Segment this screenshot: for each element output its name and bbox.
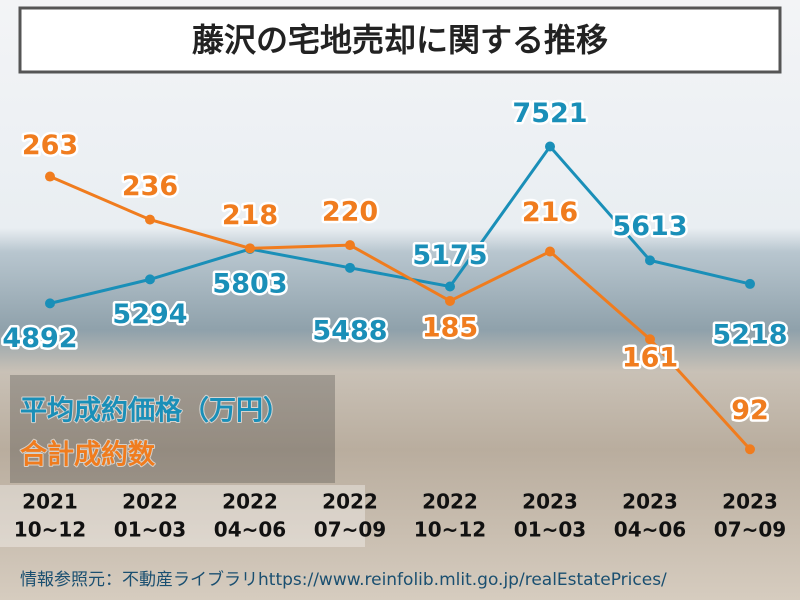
data-label: 236 bbox=[122, 171, 178, 202]
series-line bbox=[49, 175, 752, 451]
data-label: 4892 bbox=[2, 323, 77, 354]
data-label: 5218 bbox=[712, 319, 787, 350]
x-tick-label: 04~06 bbox=[614, 518, 686, 542]
x-tick-label: 2022 bbox=[422, 490, 478, 514]
x-tick-label: 2023 bbox=[522, 490, 578, 514]
data-label: 263 bbox=[22, 130, 78, 161]
legend-label: 平均成約価格（万円） bbox=[20, 395, 290, 427]
source-note: 情報参照元：不動産ライブラリhttps://www.reinfolib.mlit… bbox=[20, 569, 667, 590]
title-banner bbox=[18, 6, 782, 74]
x-tick-label: 2022 bbox=[222, 490, 278, 514]
point bbox=[45, 171, 55, 182]
data-label: 185 bbox=[422, 312, 478, 343]
x-tick-label: 2023 bbox=[722, 490, 778, 514]
data-label: 161 bbox=[622, 343, 678, 374]
point bbox=[45, 298, 55, 309]
point bbox=[145, 274, 155, 285]
data-label: 216 bbox=[522, 197, 578, 228]
point bbox=[445, 281, 455, 292]
x-tick-label: 04~06 bbox=[214, 518, 286, 542]
data-label: 5613 bbox=[612, 211, 687, 242]
data-label: 92 bbox=[731, 395, 769, 426]
point bbox=[645, 255, 655, 266]
x-tick-label: 2023 bbox=[622, 490, 678, 514]
data-label: 220 bbox=[322, 197, 378, 228]
data-label: 5294 bbox=[112, 299, 187, 330]
x-tick-label: 01~03 bbox=[114, 518, 186, 542]
x-tick-label: 10~12 bbox=[414, 518, 486, 542]
point bbox=[345, 240, 355, 251]
point bbox=[445, 295, 455, 306]
x-tick-label: 2022 bbox=[122, 490, 178, 514]
data-label: 5488 bbox=[312, 315, 387, 346]
point bbox=[245, 243, 255, 254]
axis-box bbox=[0, 485, 365, 547]
point bbox=[345, 262, 355, 273]
x-tick-label: 07~09 bbox=[714, 518, 786, 542]
point bbox=[745, 444, 755, 455]
point bbox=[745, 278, 755, 289]
chart-title: 藤沢の宅地売却に関する推移 bbox=[192, 21, 608, 59]
data-label: 7521 bbox=[512, 98, 587, 129]
point bbox=[545, 141, 555, 152]
point bbox=[145, 214, 155, 225]
data-label: 5803 bbox=[212, 269, 287, 300]
series-line bbox=[49, 144, 751, 305]
x-tick-label: 2022 bbox=[322, 490, 378, 514]
x-tick-label: 2021 bbox=[22, 490, 78, 514]
point bbox=[645, 334, 655, 345]
legend-box bbox=[10, 375, 335, 483]
data-label: 218 bbox=[222, 200, 278, 231]
data-label: 5175 bbox=[412, 240, 487, 271]
legend-label: 合計成約数 bbox=[20, 439, 156, 471]
x-tick-label: 10~12 bbox=[14, 518, 86, 542]
point bbox=[545, 246, 555, 257]
x-tick-label: 07~09 bbox=[314, 518, 386, 542]
x-tick-label: 01~03 bbox=[514, 518, 586, 542]
